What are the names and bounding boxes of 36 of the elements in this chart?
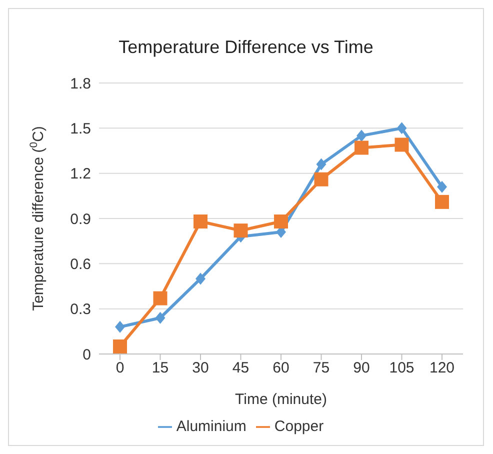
x-tick-label: 30 xyxy=(192,360,209,377)
y-tick-label: 1.2 xyxy=(70,166,91,183)
x-tick-label: 75 xyxy=(312,360,330,377)
y-tick-label: 0.9 xyxy=(70,210,91,228)
x-tick-label: 0 xyxy=(116,360,124,377)
point xyxy=(316,158,326,170)
point xyxy=(435,194,449,209)
x-axis-title: Time (minute) xyxy=(235,391,327,408)
point xyxy=(196,272,206,285)
legend-label: Copper xyxy=(274,418,324,435)
point xyxy=(396,122,407,134)
legend-label: Aluminium xyxy=(176,418,246,435)
x-tick-label: 15 xyxy=(152,360,169,377)
point xyxy=(153,291,168,306)
x-tick-label: 105 xyxy=(389,360,414,377)
y-tick-label: 1.8 xyxy=(70,75,91,92)
point xyxy=(115,320,125,333)
point xyxy=(234,224,248,238)
point xyxy=(113,339,127,354)
point xyxy=(155,312,166,324)
point xyxy=(314,172,328,186)
x-tick-label: 90 xyxy=(353,360,370,377)
point xyxy=(274,214,288,229)
x-tick-label: 45 xyxy=(232,360,250,377)
y-tick-label: 1.5 xyxy=(70,120,91,138)
chart-title: Temperature Difference vs Time xyxy=(118,36,374,59)
point xyxy=(394,138,409,152)
point xyxy=(194,214,208,229)
point xyxy=(437,180,447,193)
x-tick-label: 120 xyxy=(429,360,455,377)
x-tick-label: 60 xyxy=(272,360,290,377)
y-tick-label: 0.3 xyxy=(70,301,91,318)
y-tick-label: 0 xyxy=(82,346,91,364)
point xyxy=(356,130,366,142)
point xyxy=(354,140,368,155)
y-tick-label: 0.6 xyxy=(70,256,91,273)
